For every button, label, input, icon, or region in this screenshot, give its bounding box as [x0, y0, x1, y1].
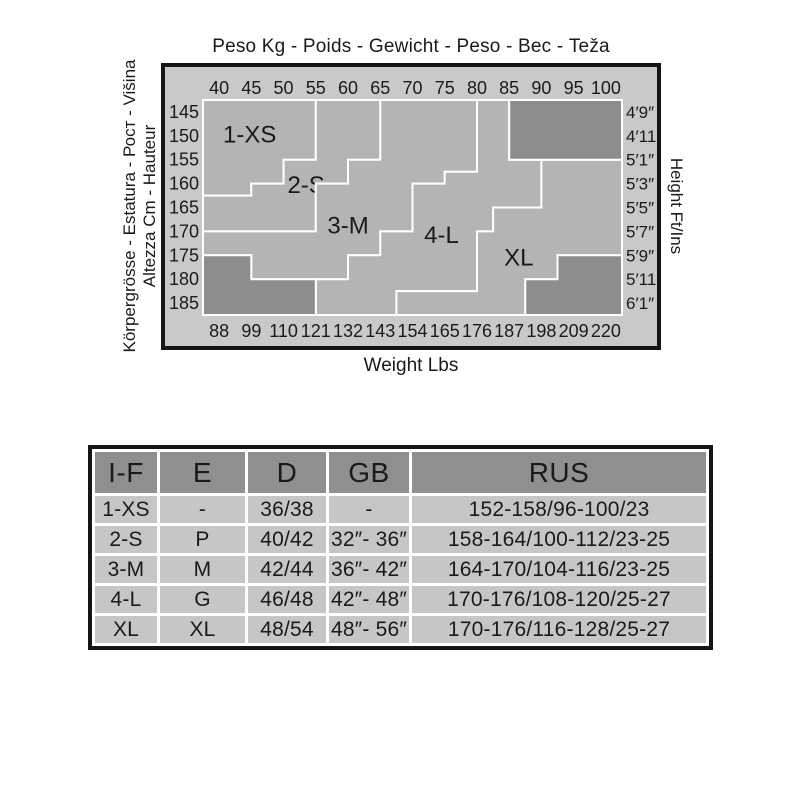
- lbs-tick-99: 99: [241, 321, 261, 341]
- table-header-d: D: [248, 452, 326, 493]
- lbs-tick-132: 132: [333, 321, 363, 341]
- table-cell: XL: [160, 616, 245, 643]
- kg-tick-95: 95: [564, 78, 584, 98]
- cm-tick-165: 165: [169, 198, 199, 218]
- cm-tick-145: 145: [169, 102, 199, 122]
- table-header-e: E: [160, 452, 245, 493]
- cm-tick-185: 185: [169, 293, 199, 313]
- table-cell: 48/54: [248, 616, 326, 643]
- table-cell: 42″- 48″: [329, 586, 410, 613]
- table-cell: 3-M: [95, 556, 157, 583]
- table-cell: P: [160, 526, 245, 553]
- ftins-tick-0: 4′9″: [626, 103, 654, 122]
- table-cell: XL: [95, 616, 157, 643]
- ftins-tick-5: 5′7″: [626, 222, 654, 241]
- kg-tick-70: 70: [402, 78, 422, 98]
- cm-tick-160: 160: [169, 174, 199, 194]
- kg-tick-100: 100: [591, 78, 621, 98]
- lbs-tick-143: 143: [365, 321, 395, 341]
- lbs-tick-209: 209: [559, 321, 589, 341]
- table-cell: M: [160, 556, 245, 583]
- cm-tick-180: 180: [169, 269, 199, 289]
- table-row-xl: XL XL 48/54 48″- 56″ 170-176/116-128/25-27: [95, 616, 707, 643]
- table-header-rus: RUS: [412, 452, 707, 493]
- table-cell: -: [329, 496, 410, 523]
- table-row-2-s: 2-S P 40/42 32″- 36″ 158-164/100-112/23-25: [95, 526, 707, 553]
- kg-tick-75: 75: [435, 78, 455, 98]
- size-zone-label-xl: XL: [504, 245, 533, 272]
- kg-tick-40: 40: [209, 78, 229, 98]
- kg-tick-50: 50: [274, 78, 294, 98]
- table-cell: 4-L: [95, 586, 157, 613]
- ftins-tick-8: 6′1″: [626, 294, 654, 313]
- table-cell: 32″- 36″: [329, 526, 410, 553]
- size-conversion-table: I-F E D GB RUS 1-XS -36/38-152-158/96-100/23 2…: [88, 445, 714, 650]
- size-zone-label-4-l: 4-L: [424, 222, 459, 249]
- cm-tick-150: 150: [169, 126, 199, 146]
- table-cell: 1-XS: [95, 496, 157, 523]
- cm-tick-155: 155: [169, 150, 199, 170]
- weight-kg-axis-title: Peso Kg - Poids - Gewicht - Peso - Вес -…: [212, 36, 610, 57]
- lbs-tick-165: 165: [430, 321, 460, 341]
- table-cell: 170-176/116-128/25-27: [412, 616, 707, 643]
- height-cm-axis-title: Altezza Cm - Hauteur: [140, 124, 159, 288]
- ftins-tick-6: 5′9″: [626, 246, 654, 265]
- kg-tick-85: 85: [499, 78, 519, 98]
- height-cm-axis-title-line2: Körpergrösse - Estatura - Рост - Višina: [120, 59, 139, 353]
- ftins-tick-7: 5′11″: [626, 270, 657, 289]
- table-cell: -: [160, 496, 245, 523]
- kg-tick-65: 65: [370, 78, 390, 98]
- table-cell: 2-S: [95, 526, 157, 553]
- ftins-tick-3: 5′3″: [626, 175, 654, 194]
- size-conversion-table-wrap: I-F E D GB RUS 1-XS -36/38-152-158/96-100/23 2…: [88, 445, 714, 650]
- size-zone-na-top-right: [508, 99, 623, 161]
- table-cell: 36″- 42″: [329, 556, 410, 583]
- lbs-tick-220: 220: [591, 321, 621, 341]
- table-cell: 170-176/108-120/25-27: [412, 586, 707, 613]
- table-cell: 158-164/100-112/23-25: [412, 526, 707, 553]
- ftins-tick-2: 5′1″: [626, 151, 654, 170]
- size-zone-label-3-m: 3-M: [327, 212, 368, 239]
- size-zone-na-bottom-left: [202, 254, 317, 316]
- table-cell: 164-170/104-116/23-25: [412, 556, 707, 583]
- table-row-1-xs: 1-XS -36/38-152-158/96-100/23: [95, 496, 707, 523]
- kg-tick-45: 45: [241, 78, 261, 98]
- lbs-tick-121: 121: [301, 321, 331, 341]
- cm-tick-170: 170: [169, 221, 199, 241]
- size-zone-chart: 1-XS 2-S 3-M 4-L XL 40 45 50 55 60 65 70 75 80 85 90 95 1…: [161, 63, 661, 350]
- lbs-tick-154: 154: [397, 321, 427, 341]
- size-zone-na-bottom-right: [524, 254, 623, 316]
- ftins-tick-4: 5′5″: [626, 199, 654, 218]
- lbs-tick-176: 176: [462, 321, 492, 341]
- cm-tick-175: 175: [169, 245, 199, 265]
- size-zone-label-1-xs: 1-XS: [223, 122, 276, 149]
- table-row-3-m: 3-M M 42/44 36″- 42″ 164-170/104-116/23-25: [95, 556, 707, 583]
- lbs-tick-187: 187: [494, 321, 524, 341]
- table-cell: 40/42: [248, 526, 326, 553]
- table-cell: 42/44: [248, 556, 326, 583]
- lbs-tick-88: 88: [209, 321, 229, 341]
- table-cell: 152-158/96-100/23: [412, 496, 707, 523]
- table-header-row: I-F E D GB RUS: [95, 452, 707, 493]
- table-header-gb: GB: [329, 452, 410, 493]
- table-cell: 46/48: [248, 586, 326, 613]
- table-row-4-l: 4-L G 46/48 42″- 48″ 170-176/108-120/25-27: [95, 586, 707, 613]
- kg-tick-60: 60: [338, 78, 358, 98]
- table-cell: 48″- 56″: [329, 616, 410, 643]
- weight-lbs-axis-title: Weight Lbs: [363, 355, 459, 376]
- table-cell: 36/38: [248, 496, 326, 523]
- height-ftins-axis-title: Height Ft/Ins: [667, 157, 686, 255]
- table-cell: G: [160, 586, 245, 613]
- kg-tick-55: 55: [306, 78, 326, 98]
- kg-tick-80: 80: [467, 78, 487, 98]
- lbs-tick-198: 198: [526, 321, 556, 341]
- lbs-tick-110: 110: [269, 321, 298, 341]
- kg-tick-90: 90: [531, 78, 551, 98]
- ftins-tick-1: 4′11″: [626, 127, 657, 146]
- table-header-i-f: I-F: [95, 452, 157, 493]
